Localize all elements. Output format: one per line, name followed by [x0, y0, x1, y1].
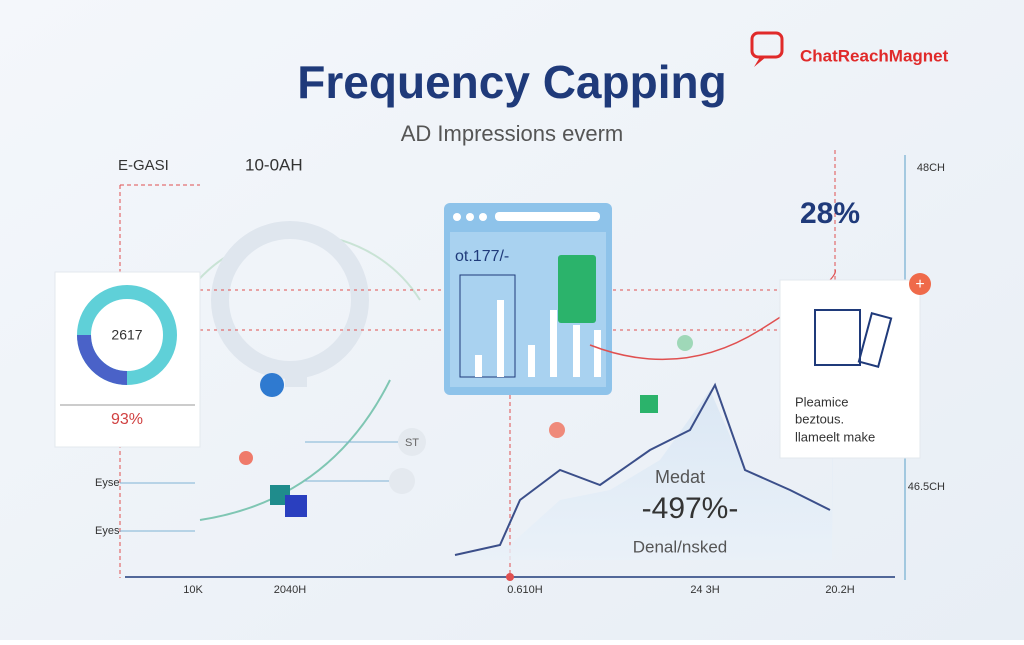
- note-item: beztous.: [795, 411, 844, 426]
- doc-icon: [814, 309, 861, 366]
- axis-label: 24 3H: [690, 584, 719, 596]
- peak-name: Medat: [655, 467, 705, 487]
- bars: [475, 300, 601, 377]
- dot: [549, 422, 565, 438]
- axis-label: 0.610H: [507, 584, 543, 596]
- note-item: llameelt make: [795, 429, 875, 444]
- brand: ChatReachMagnet: [750, 31, 949, 67]
- note-item: Pleamice: [795, 394, 848, 409]
- brand-name: ChatReachMagnet: [800, 46, 949, 65]
- top-label: 10-0AH: [245, 155, 303, 174]
- axis-label: 2040H: [274, 584, 306, 596]
- axis-label: 48CH: [917, 162, 945, 174]
- side-label: Eyes: [95, 525, 120, 537]
- svg-text:+: +: [915, 276, 924, 293]
- donut-center: 2617: [111, 327, 142, 343]
- stat: 28%: [800, 197, 860, 230]
- donut-card: [54, 271, 201, 448]
- trend-line: [454, 382, 831, 556]
- bubble: [389, 468, 415, 494]
- trend-line: [199, 379, 391, 521]
- axis-label: 10K: [183, 584, 203, 596]
- plus-button: [909, 273, 931, 295]
- icon: [285, 365, 307, 387]
- axis-marker: [506, 573, 514, 581]
- bubble-label: ST: [405, 437, 419, 449]
- donut-segment: [77, 334, 128, 385]
- icon: [285, 495, 307, 517]
- bubble: [398, 428, 426, 456]
- frame: [459, 274, 516, 378]
- top-label: E-GASI: [118, 157, 169, 174]
- dot: [239, 451, 253, 465]
- doc-icon: [857, 312, 893, 368]
- url-bar: [495, 212, 600, 221]
- area: [455, 265, 835, 560]
- side-label: Eyse: [95, 477, 119, 489]
- icon: [260, 373, 284, 397]
- icon: [640, 395, 658, 413]
- axis-label: 46.5CH: [908, 481, 945, 493]
- dot: [677, 335, 693, 351]
- axis-label: 20.2H: [825, 584, 854, 596]
- window-label: ot.177/-: [455, 248, 509, 265]
- peak-caption: Denal/nsked: [633, 537, 728, 556]
- peak-value: -497%-: [642, 492, 739, 525]
- subtitle: AD Impressions everm: [401, 121, 624, 146]
- donut-percent: 93%: [111, 411, 143, 428]
- badge: [558, 255, 596, 323]
- title: Frequency Capping: [297, 56, 726, 108]
